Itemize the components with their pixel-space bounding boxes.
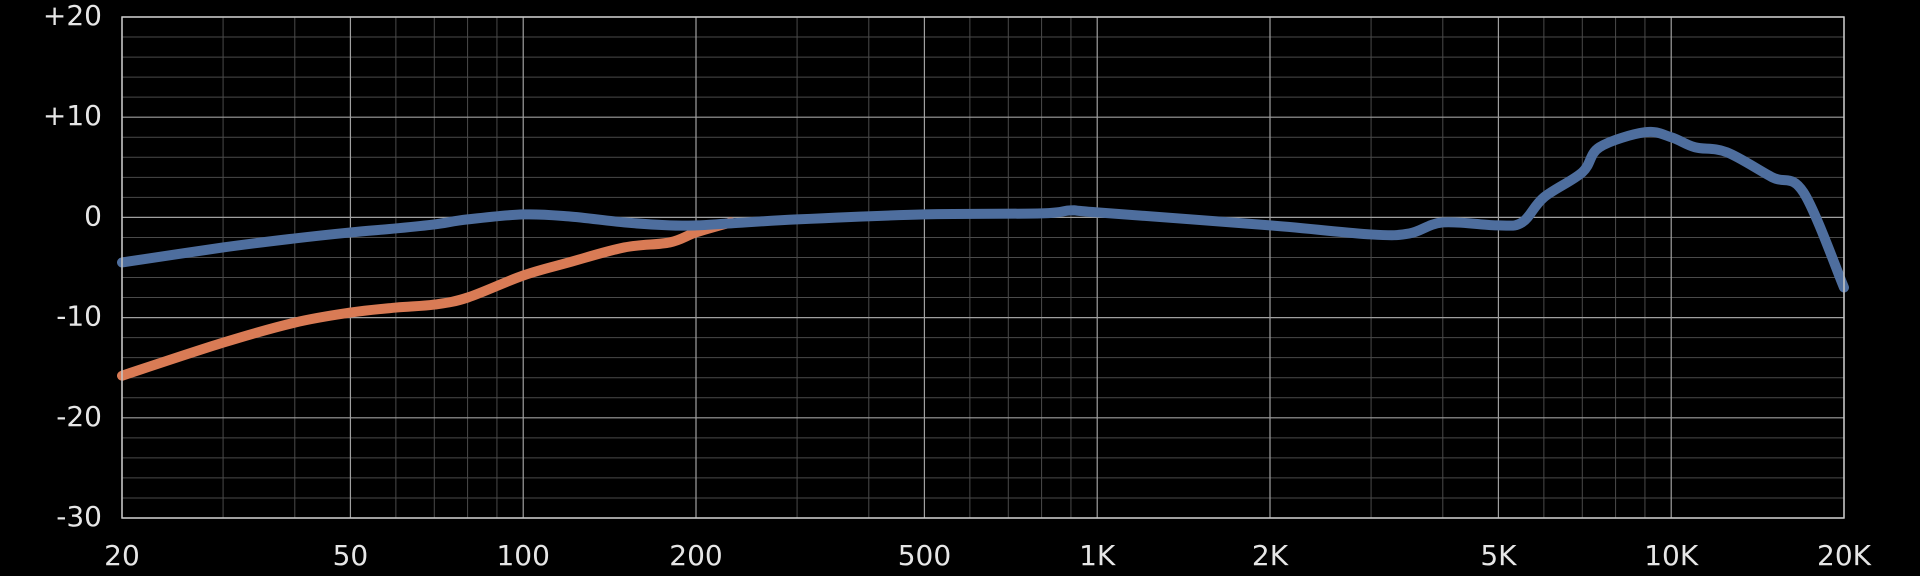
y-tick-label: -30: [56, 500, 102, 533]
plot-border: [121, 16, 1845, 519]
y-tick-label: -20: [56, 400, 102, 433]
x-tick-label: 5K: [1480, 539, 1517, 572]
x-tick-label: 20K: [1817, 539, 1872, 572]
x-tick-label: 100: [496, 539, 549, 572]
y-tick-label: +10: [43, 99, 102, 132]
x-tick-label: 1K: [1079, 539, 1116, 572]
x-tick-label: 2K: [1252, 539, 1289, 572]
y-tick-label: +20: [43, 0, 102, 32]
x-tick-label: 50: [333, 539, 369, 572]
x-tick-label: 200: [669, 539, 722, 572]
y-tick-label: -10: [56, 300, 102, 333]
response-curve: [117, 126, 1849, 293]
x-tick-label: 20: [104, 539, 140, 572]
y-tick-label: 0: [84, 199, 102, 232]
x-tick-label: 500: [898, 539, 951, 572]
response-curve: [117, 217, 736, 381]
x-tick-label: 10K: [1644, 539, 1699, 572]
